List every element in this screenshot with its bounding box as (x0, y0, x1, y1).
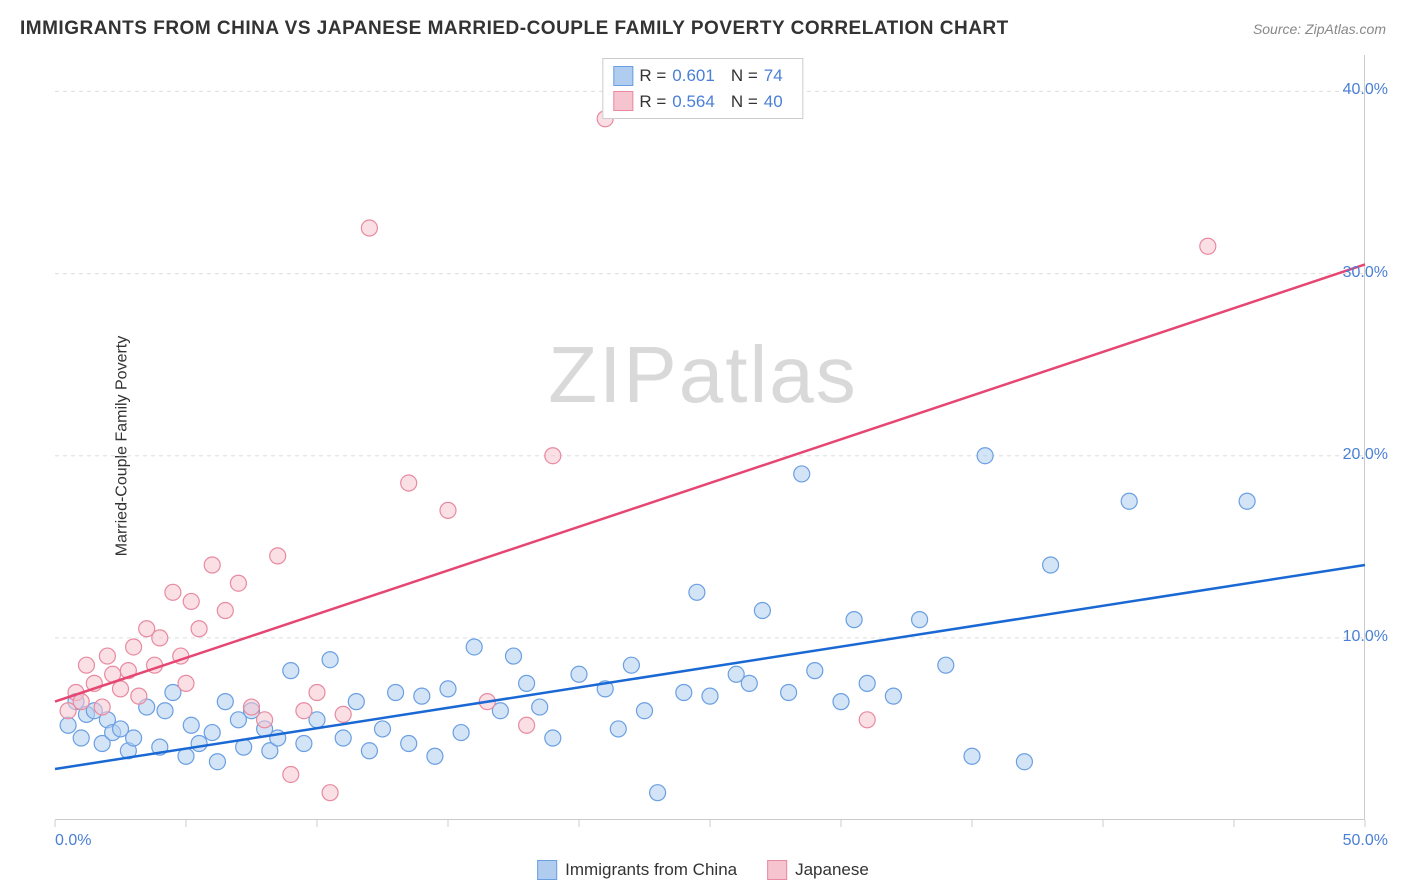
r-value-2: 0.564 (672, 89, 715, 115)
swatch-china-bottom (537, 860, 557, 880)
y-tick-label: 40.0% (1343, 81, 1388, 99)
source-name: ZipAtlas.com (1305, 21, 1386, 37)
r-label-1: R = (639, 63, 666, 89)
source-prefix: Source: (1253, 21, 1305, 37)
y-tick-label: 10.0% (1343, 628, 1388, 646)
y-tick-label: 20.0% (1343, 446, 1388, 464)
source-text: Source: ZipAtlas.com (1253, 21, 1386, 37)
top-legend-row-2: R = 0.564 N = 40 (613, 89, 792, 115)
x-tick-0: 0.0% (55, 832, 91, 850)
watermark-atlas: atlas (679, 330, 858, 419)
swatch-japanese (613, 91, 633, 111)
top-legend: R = 0.601 N = 74 R = 0.564 N = 40 (602, 58, 803, 119)
top-legend-row-1: R = 0.601 N = 74 (613, 63, 792, 89)
r-label-2: R = (639, 89, 666, 115)
n-label-1: N = (731, 63, 758, 89)
x-tick-50: 50.0% (1343, 832, 1388, 850)
swatch-japanese-bottom (767, 860, 787, 880)
swatch-china (613, 66, 633, 86)
n-value-2: 40 (764, 89, 783, 115)
watermark: ZIPatlas (548, 329, 857, 421)
n-value-1: 74 (764, 63, 783, 89)
chart-svg (55, 55, 1364, 819)
bottom-legend-item-2: Japanese (767, 860, 869, 880)
title-bar: IMMIGRANTS FROM CHINA VS JAPANESE MARRIE… (20, 18, 1386, 40)
bottom-legend: Immigrants from China Japanese (537, 860, 869, 880)
r-value-1: 0.601 (672, 63, 715, 89)
legend-label-japanese: Japanese (795, 860, 869, 880)
y-tick-label: 30.0% (1343, 264, 1388, 282)
n-label-2: N = (731, 89, 758, 115)
plot-area (55, 55, 1365, 820)
bottom-legend-item-1: Immigrants from China (537, 860, 737, 880)
legend-label-china: Immigrants from China (565, 860, 737, 880)
chart-title: IMMIGRANTS FROM CHINA VS JAPANESE MARRIE… (20, 18, 1009, 40)
watermark-zip: ZIP (548, 330, 678, 419)
